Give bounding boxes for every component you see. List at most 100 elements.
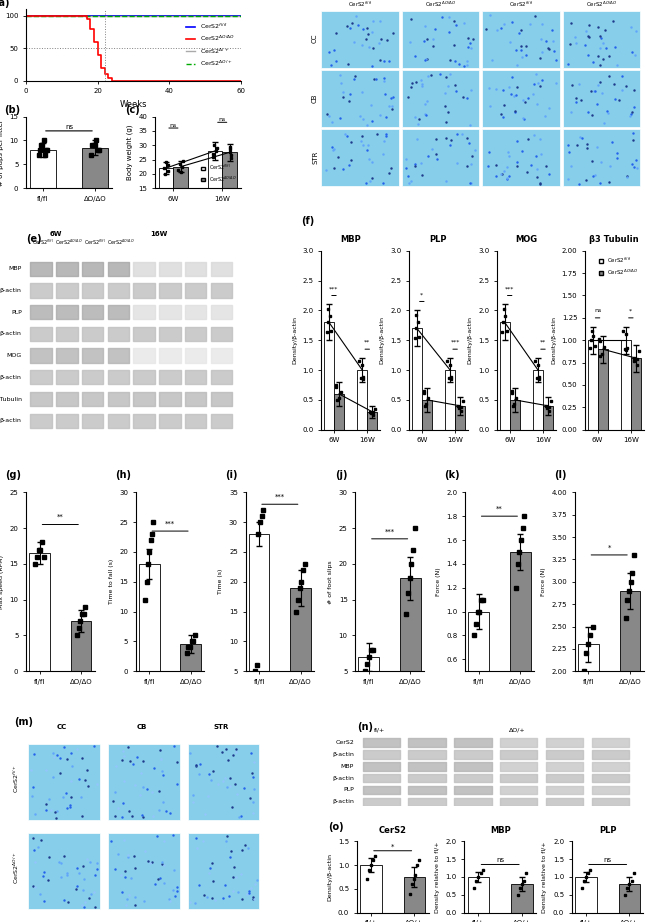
Text: CerS2$^{fl/fl}$: CerS2$^{fl/fl}$ (348, 0, 372, 9)
Bar (29, 553, 50, 671)
Text: (c): (c) (125, 105, 140, 115)
Bar (422, 400, 432, 430)
Bar (543, 406, 553, 430)
Text: ΔO/+: ΔO/+ (509, 727, 526, 732)
Bar (404, 877, 425, 913)
Bar (321, 11, 398, 68)
Text: ns: ns (170, 123, 177, 127)
Legend: CerS2$^{fl/fl}$, CerS2$^{ΔO/ΔO}$: CerS2$^{fl/fl}$, CerS2$^{ΔO/ΔO}$ (597, 254, 641, 279)
Text: (i): (i) (225, 470, 237, 480)
Bar (597, 349, 608, 430)
Y-axis label: Time to fall (s): Time to fall (s) (109, 559, 114, 605)
Text: β-actin: β-actin (332, 751, 354, 757)
Bar (533, 370, 543, 430)
Title: MBP: MBP (490, 826, 510, 835)
Y-axis label: # of pups per litter: # of pups per litter (0, 119, 4, 185)
Text: βIII Tubulin: βIII Tubulin (0, 396, 21, 401)
Bar (358, 656, 379, 707)
Bar (578, 644, 599, 850)
Text: ***: *** (385, 528, 395, 535)
Title: MBP: MBP (340, 235, 361, 244)
Bar (188, 833, 259, 909)
Bar (510, 552, 530, 731)
Y-axis label: Force (N): Force (N) (436, 567, 441, 597)
Bar (575, 877, 597, 913)
Text: CerS2$^{ΔO/ΔO}$: CerS2$^{ΔO/ΔO}$ (107, 238, 135, 247)
Y-axis label: Density/β-actin: Density/β-actin (380, 316, 385, 364)
Text: CB: CB (136, 725, 147, 730)
Bar (455, 406, 465, 430)
Bar (468, 611, 489, 731)
Bar (207, 151, 222, 231)
Text: CC: CC (57, 725, 67, 730)
Title: PLP: PLP (430, 235, 447, 244)
Text: *: * (629, 309, 632, 313)
Text: STR: STR (312, 150, 318, 163)
Bar (402, 70, 479, 127)
Text: MOG: MOG (6, 353, 21, 358)
Text: β-actin: β-actin (332, 775, 354, 781)
Text: 6W: 6W (50, 231, 62, 238)
Bar (412, 328, 422, 430)
Text: β-actin: β-actin (0, 288, 21, 293)
Text: CerS2$^{ΔO/ΔO}$: CerS2$^{ΔO/ΔO}$ (55, 238, 83, 247)
Text: CerS2: CerS2 (335, 740, 354, 745)
Bar (324, 323, 334, 430)
Text: ns: ns (496, 857, 504, 863)
Text: ***: *** (165, 521, 175, 526)
Text: CerS2$^{fl/+}$: CerS2$^{fl/+}$ (12, 764, 21, 793)
Bar (222, 152, 237, 231)
Text: *: * (391, 844, 395, 849)
Text: (m): (m) (14, 717, 33, 727)
Text: (b): (b) (5, 105, 21, 115)
Bar (159, 168, 174, 231)
Bar (402, 129, 479, 186)
Title: β3 Tubulin: β3 Tubulin (590, 235, 639, 244)
Bar (482, 70, 560, 127)
Title: CerS2: CerS2 (379, 826, 407, 835)
Bar (563, 11, 640, 68)
Text: (h): (h) (115, 470, 131, 480)
Y-axis label: Density/β-actin: Density/β-actin (292, 316, 297, 364)
Text: fl/+: fl/+ (374, 727, 385, 732)
Bar (482, 129, 560, 186)
Bar (400, 578, 421, 707)
Text: (a): (a) (0, 0, 9, 7)
Bar (500, 323, 510, 430)
Y-axis label: Time (s): Time (s) (218, 569, 224, 595)
Text: β-actin: β-actin (0, 331, 21, 337)
Bar (360, 865, 382, 913)
Text: CerS2$^{fl/fl}$: CerS2$^{fl/fl}$ (84, 238, 106, 247)
Bar (621, 340, 631, 430)
Title: PLP: PLP (599, 826, 616, 835)
Y-axis label: Density relative to fl/+: Density relative to fl/+ (435, 841, 440, 913)
Text: ***: *** (450, 340, 460, 345)
Bar (511, 884, 533, 913)
Bar (563, 129, 640, 186)
Bar (181, 644, 202, 671)
Bar (30, 150, 56, 188)
Text: ns: ns (604, 857, 612, 863)
Text: 16W: 16W (151, 231, 168, 238)
Bar (588, 340, 597, 430)
Bar (482, 11, 560, 68)
Bar (334, 394, 344, 430)
Text: (k): (k) (445, 470, 460, 480)
Bar (367, 412, 377, 430)
Text: CB: CB (312, 93, 318, 102)
Text: **: ** (496, 506, 503, 512)
Text: **: ** (540, 340, 546, 345)
Bar (71, 621, 92, 671)
Y-axis label: Density/β-actin: Density/β-actin (328, 853, 332, 901)
Y-axis label: # of foot slips: # of foot slips (328, 560, 333, 604)
Text: (n): (n) (357, 722, 373, 732)
Bar (291, 587, 311, 701)
Bar (619, 591, 640, 850)
Text: (g): (g) (5, 470, 21, 480)
Text: *: * (421, 292, 423, 297)
Y-axis label: Body weight (g): Body weight (g) (126, 124, 133, 180)
Text: ***: *** (330, 286, 339, 291)
Bar (108, 833, 179, 909)
Bar (321, 70, 398, 127)
Text: ns: ns (218, 117, 226, 122)
